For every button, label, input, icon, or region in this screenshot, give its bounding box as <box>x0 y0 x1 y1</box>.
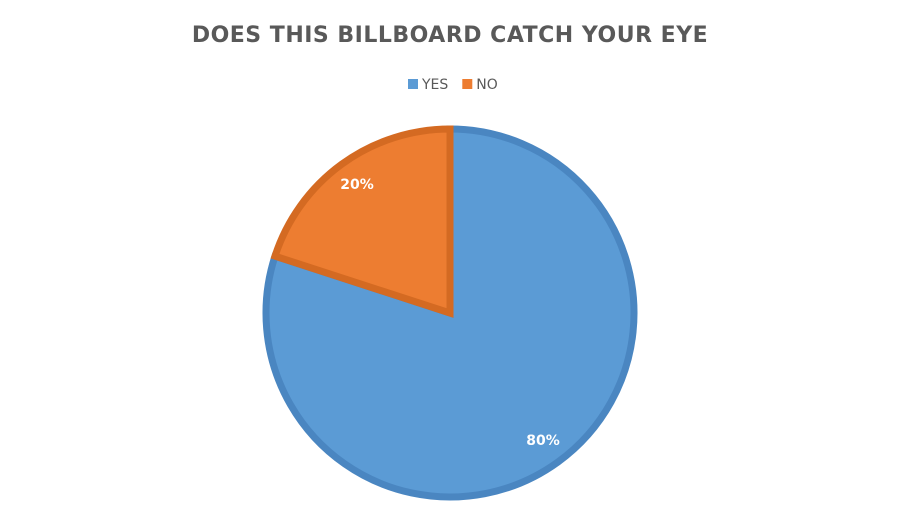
data-label: 80% <box>526 433 560 449</box>
pie-slice <box>270 125 454 318</box>
chart-title: DOES THIS BILLBOARD CATCH YOUR EYE <box>192 23 708 48</box>
legend-swatch <box>408 79 418 89</box>
data-label: 20% <box>340 177 374 193</box>
legend-swatch <box>462 79 473 89</box>
legend-label: NO <box>476 77 498 93</box>
legend-label: YES <box>421 77 448 93</box>
pie-slice <box>262 125 638 501</box>
